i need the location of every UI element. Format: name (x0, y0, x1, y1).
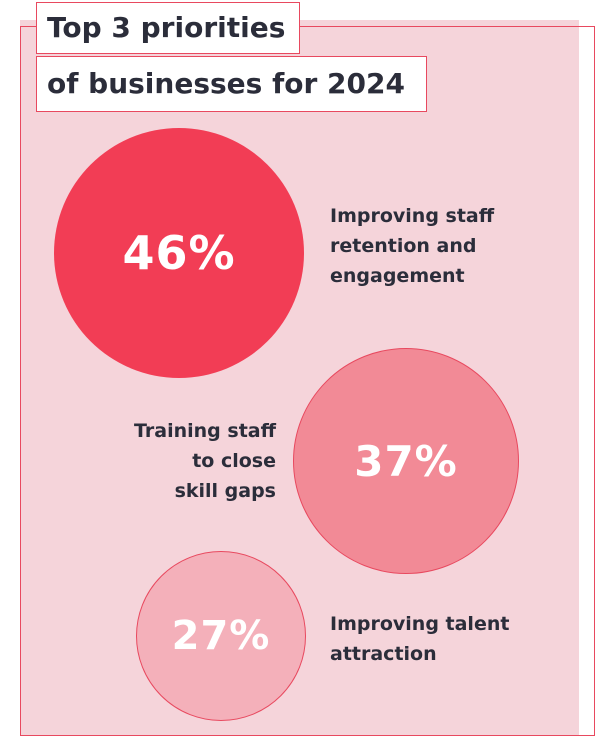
chart-title-line-2: of businesses for 2024 (36, 56, 427, 112)
priority-label-line: to close (192, 450, 276, 472)
priority-label-line: Improving talent (330, 613, 510, 635)
priority-label-3: Improving talent attraction (330, 609, 570, 669)
bubble-value-label: 46% (122, 226, 236, 280)
priority-label-line: Training staff (134, 420, 276, 442)
priority-label-2: Training staff to close skill gaps (56, 416, 276, 506)
bubble-value-label: 37% (354, 436, 458, 486)
priority-label-1: Improving staff retention and engagement (330, 201, 570, 291)
bubble-value-label: 27% (171, 613, 271, 659)
priority-label-line: attraction (330, 643, 437, 665)
bubble-46-percent: 46% (54, 128, 304, 378)
chart-title-line-1: Top 3 priorities (36, 2, 300, 54)
priority-label-line: skill gaps (174, 480, 276, 502)
chart-frame (20, 26, 595, 736)
priority-label-line: Improving staff (330, 205, 495, 227)
priority-label-line: engagement (330, 265, 465, 287)
priority-label-line: retention and (330, 235, 477, 257)
bubble-27-percent: 27% (136, 551, 306, 721)
bubble-37-percent: 37% (293, 348, 519, 574)
